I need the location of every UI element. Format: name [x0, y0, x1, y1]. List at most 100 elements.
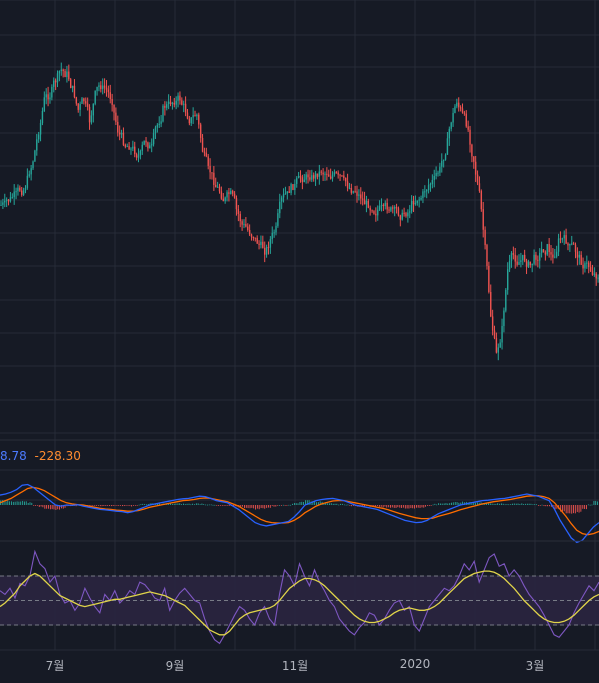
macd-histogram-bar	[223, 505, 225, 506]
macd-histogram-bar	[36, 505, 38, 506]
candle-body	[124, 144, 127, 147]
candle-body	[478, 183, 481, 192]
candle-body	[137, 155, 140, 158]
candle-body	[156, 124, 159, 128]
candle-body	[203, 151, 206, 153]
candle-body	[220, 191, 223, 199]
candle-body	[535, 254, 537, 260]
candle-body	[271, 232, 273, 240]
macd-histogram-bar	[382, 505, 384, 508]
candle-body	[454, 106, 456, 113]
macd-histogram-bar	[46, 505, 48, 509]
x-axis-label: 2020	[399, 657, 431, 671]
macd-histogram-bar	[419, 505, 421, 508]
macd-histogram-bar	[299, 501, 301, 505]
candle-body	[158, 123, 160, 125]
candle-body	[335, 172, 337, 174]
macd-histogram-bar	[62, 505, 64, 509]
macd-histogram-bar	[284, 505, 286, 506]
macd-histogram-bar	[329, 503, 330, 505]
candle-body	[162, 105, 164, 122]
macd-histogram-bar	[571, 505, 573, 514]
macd-histogram-bar	[195, 503, 197, 505]
macd-histogram-bar	[495, 503, 497, 505]
candle-body	[199, 124, 202, 138]
macd-histogram-bar	[563, 505, 565, 512]
candle-body	[247, 226, 249, 230]
macd-histogram-bar	[138, 504, 140, 506]
macd-histogram-bar	[158, 503, 160, 505]
candle-body	[405, 213, 407, 217]
macd-histogram-bar	[552, 505, 554, 507]
macd-histogram-bar	[371, 505, 373, 506]
macd-histogram-bar	[295, 503, 297, 505]
candle-body	[463, 112, 466, 114]
candle-body	[467, 126, 469, 130]
candle-body	[141, 144, 143, 151]
candle-body	[582, 264, 584, 269]
candle-body	[574, 244, 577, 252]
candle-body	[277, 213, 279, 226]
macd-histogram-bar	[27, 502, 29, 505]
macd-histogram-bar	[591, 504, 593, 506]
candle-body	[122, 132, 125, 145]
candle-body	[476, 174, 479, 184]
macd-histogram-bar	[260, 505, 262, 509]
candle-body	[235, 197, 238, 210]
candle-body	[555, 251, 558, 257]
candle-body	[43, 97, 46, 112]
macd-histogram-bar	[280, 505, 282, 506]
macd-histogram-bar	[314, 500, 316, 505]
candle-body	[490, 292, 492, 317]
candle-body	[26, 175, 29, 188]
x-axis-label: 9월	[165, 659, 185, 673]
candle-body	[117, 121, 119, 133]
candle-body	[135, 154, 138, 158]
candle-body	[260, 241, 262, 245]
candle-body	[377, 209, 379, 216]
macd-histogram-bar	[256, 505, 258, 509]
candle-body	[188, 118, 191, 124]
macd-histogram-bar	[247, 505, 249, 509]
macd-histogram-bar	[364, 505, 366, 507]
macd-histogram-bar	[439, 503, 441, 505]
macd-histogram-bar	[114, 505, 116, 506]
macd-histogram-bar	[108, 505, 110, 506]
candle-body	[412, 200, 415, 205]
candle-body	[7, 199, 10, 202]
macd-histogram-bar	[188, 503, 190, 505]
candle-body	[175, 100, 177, 105]
candle-body	[584, 263, 586, 269]
macd-histogram-bar	[454, 501, 456, 505]
candle-body	[201, 137, 204, 152]
macd-histogram-bar	[330, 503, 332, 505]
candle-body	[399, 215, 402, 220]
candle-body	[390, 207, 392, 211]
candle-body	[514, 254, 516, 262]
macd-histogram-bar	[11, 501, 12, 505]
macd-histogram-bar	[264, 505, 266, 509]
candle-body	[459, 107, 462, 109]
macd-histogram-bar	[242, 505, 243, 507]
macd-histogram-bar	[305, 500, 306, 505]
macd-histogram-bar	[475, 502, 476, 505]
candle-body	[100, 85, 102, 90]
candle-body	[264, 247, 266, 255]
macd-histogram-bar	[375, 505, 377, 507]
macd-histogram-bar	[373, 505, 375, 507]
candle-body	[239, 214, 241, 222]
candle-body	[98, 85, 100, 87]
candle-body	[491, 316, 494, 331]
candle-body	[245, 223, 247, 227]
macd-histogram-bar	[197, 503, 199, 505]
macd-histogram-bar	[404, 505, 406, 509]
macd-histogram-bar	[275, 505, 277, 507]
candle-body	[461, 108, 464, 113]
candle-body	[539, 252, 541, 261]
macd-histogram-bar	[146, 504, 147, 506]
macd-histogram-bar	[573, 505, 574, 514]
candle-body	[230, 190, 232, 194]
candle-body	[81, 98, 83, 104]
candle-body	[563, 235, 565, 239]
candle-body	[164, 105, 166, 108]
